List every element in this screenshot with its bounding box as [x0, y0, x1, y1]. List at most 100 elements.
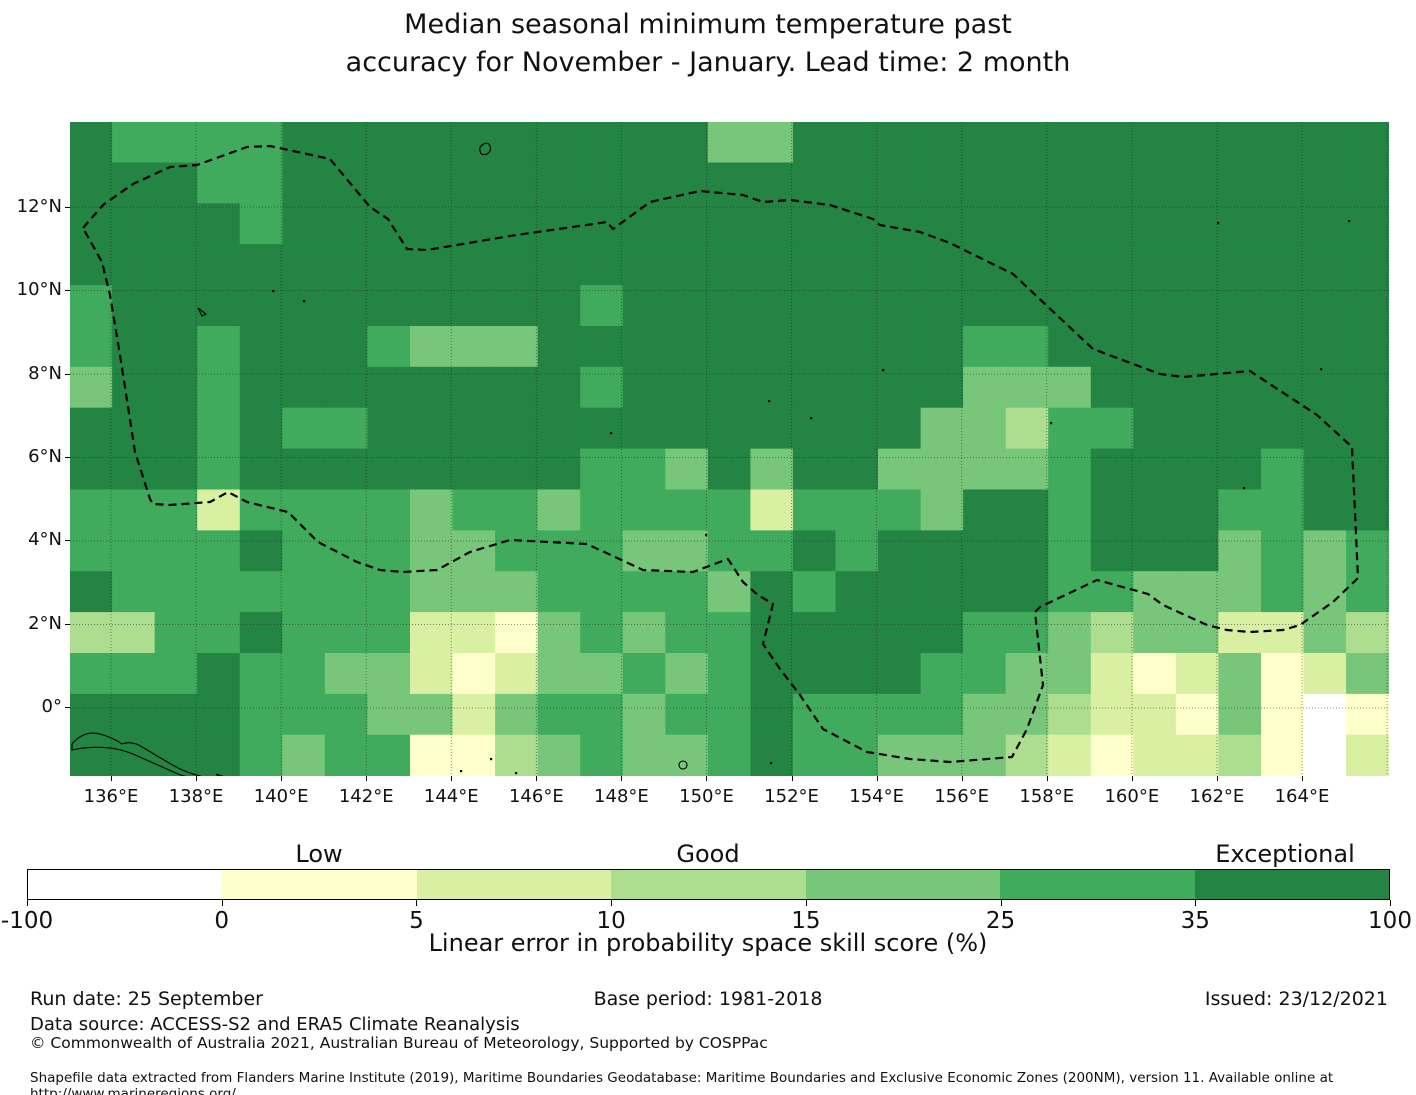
grid-cell: [665, 285, 709, 327]
grid-cell: [920, 203, 964, 245]
grid-cell: [835, 530, 879, 573]
grid-cell: [1090, 162, 1135, 205]
y-axis-label: 6°N: [28, 446, 62, 467]
x-axis-tick: [1301, 776, 1303, 781]
grid-cell: [622, 489, 666, 532]
grid-cell: [154, 693, 198, 736]
grid-cell: [707, 489, 752, 532]
grid-cell: [452, 162, 496, 205]
x-axis-label: 136°E: [83, 786, 139, 807]
grid-cell: [410, 653, 454, 695]
grid-cell: [750, 203, 794, 245]
x-axis-label: 140°E: [253, 786, 309, 807]
grid-cell: [410, 612, 454, 654]
grid-cell: [1303, 530, 1347, 573]
grid-cell: [1048, 489, 1092, 532]
grid-cell: [707, 407, 752, 450]
grid-cell: [920, 326, 964, 368]
grid-cell: [1133, 203, 1177, 245]
grid-cell: [324, 530, 369, 573]
grid-cell: [1133, 653, 1177, 695]
grid-cell: [707, 693, 752, 736]
grid-cell: [410, 448, 454, 491]
grid-cell: [920, 489, 964, 532]
grid-cell: [1048, 612, 1092, 654]
grid-cell: [367, 571, 411, 613]
grid-cell: [1090, 693, 1135, 736]
grid-cell: [410, 407, 454, 450]
grid-cell: [792, 407, 837, 450]
grid-cell: [878, 366, 922, 409]
grid-cell: [792, 734, 837, 776]
grid-cell: [239, 653, 284, 695]
x-axis-tick: [876, 776, 878, 781]
grid-cell: [70, 285, 113, 327]
grid-cell: [835, 326, 879, 368]
grid-cell: [1133, 489, 1177, 532]
grid-cell: [750, 407, 794, 450]
coastline: [215, 773, 224, 776]
grid-cell: [1261, 244, 1305, 286]
grid-cell: [239, 612, 284, 654]
grid-cell: [750, 122, 794, 164]
grid-cell: [835, 693, 879, 736]
grid-cell: [239, 366, 284, 409]
grid-cell: [835, 366, 879, 409]
grid-cell: [707, 571, 752, 613]
grid-cell: [1175, 448, 1220, 491]
grid-cell: [154, 366, 198, 409]
grid-cell: [1346, 326, 1389, 368]
grid-cell: [1090, 612, 1135, 654]
grid-cell: [324, 612, 369, 654]
title-line-2: accuracy for November - January. Lead ti…: [345, 47, 1071, 78]
colorbar-caption: Linear error in probability space skill …: [428, 929, 988, 957]
grid-cell: [537, 244, 581, 286]
grid-cell: [537, 122, 581, 164]
x-axis-tick: [791, 776, 793, 781]
colorbar-segment: [1194, 870, 1389, 899]
grid-cell: [878, 693, 922, 736]
grid-cell: [1303, 571, 1347, 613]
grid-cell: [70, 693, 113, 736]
grid-cell: [792, 203, 837, 245]
islet-dot: [490, 758, 493, 761]
grid-cell: [580, 734, 624, 776]
grid-cell: [665, 693, 709, 736]
grid-cell: [154, 734, 198, 776]
grid-cell: [154, 653, 198, 695]
grid-cell: [197, 162, 241, 205]
grid-cell: [112, 612, 156, 654]
grid-cell: [1346, 407, 1389, 450]
grid-cell: [495, 489, 539, 532]
grid-cell: [622, 571, 666, 613]
grid-cell: [1090, 366, 1135, 409]
grid-cell: [70, 448, 113, 491]
grid-cell: [282, 407, 326, 450]
grid-cell: [1005, 407, 1049, 450]
grid-cell: [154, 162, 198, 205]
grid-cell: [1218, 122, 1262, 164]
grid-cell: [920, 407, 964, 450]
grid-cell: [70, 122, 113, 164]
grid-cell: [197, 653, 241, 695]
grid-cell: [580, 285, 624, 327]
grid-cell: [1218, 326, 1262, 368]
grid-cell: [963, 203, 1007, 245]
grid-cell: [112, 530, 156, 573]
colorbar-segment: [28, 870, 223, 899]
grid-cell: [154, 407, 198, 450]
grid-cell: [1303, 489, 1347, 532]
grid-cell: [1261, 693, 1305, 736]
grid-cell: [963, 326, 1007, 368]
colorbar: [27, 869, 1390, 900]
x-axis-tick: [621, 776, 623, 781]
grid-cell: [622, 612, 666, 654]
grid-cell: [154, 448, 198, 491]
colorbar-tick-label: 35: [1180, 908, 1210, 934]
y-axis-label: 12°N: [16, 196, 62, 217]
grid-cell: [792, 122, 837, 164]
grid-cell: [622, 407, 666, 450]
grid-cell: [1090, 285, 1135, 327]
copyright-text: © Commonwealth of Australia 2021, Austra…: [30, 1034, 768, 1052]
grid-cell: [1261, 734, 1305, 776]
